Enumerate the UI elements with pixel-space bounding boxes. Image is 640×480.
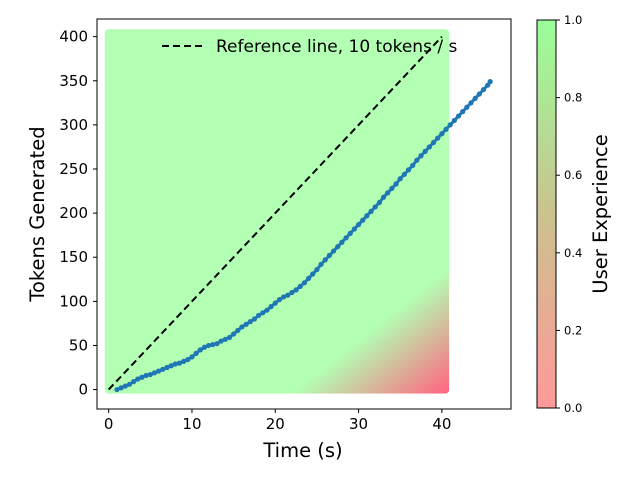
y-tick-label: 400 (59, 28, 88, 46)
y-tick-label: 50 (69, 336, 88, 354)
colorbar-tick-label: 0.6 (564, 168, 582, 182)
y-tick-label: 250 (59, 160, 88, 178)
colorbar-tick-label: 1.0 (564, 13, 582, 27)
x-tick-label: 30 (349, 415, 368, 433)
y-tick-label: 100 (59, 292, 88, 310)
legend: Reference line, 10 tokens / s (162, 37, 457, 57)
y-tick-label: 150 (59, 248, 88, 266)
y-tick-label: 200 (59, 204, 88, 222)
series-group (114, 79, 493, 393)
colorbar-title: User Experience (589, 134, 612, 293)
colorbar-ticks: 0.0 0.2 0.4 0.6 0.8 1.0 (556, 13, 582, 415)
x-tick-label: 10 (182, 415, 201, 433)
background-field-shade (104, 29, 450, 394)
colorbar-tick-label: 0.8 (564, 91, 582, 105)
x-axis-ticks: 0 10 20 30 40 (104, 409, 451, 433)
y-tick-label: 350 (59, 72, 88, 90)
reference-group (107, 35, 443, 391)
reference-line (107, 35, 443, 391)
y-axis-ticks: 0 50 100 150 200 250 300 350 400 (59, 28, 97, 399)
colorbar-gradient (536, 19, 557, 409)
x-tick-label: 20 (266, 415, 285, 433)
colorbar: 0.0 0.2 0.4 0.6 0.8 1.0 User Experience (536, 13, 612, 415)
colorbar-tick-label: 0.0 (564, 401, 582, 415)
x-axis-title: Time (s) (262, 439, 342, 462)
colorbar-tick-label: 0.2 (564, 323, 582, 337)
y-tick-label: 300 (59, 116, 88, 134)
plot-area: 0 10 20 30 40 0 50 100 150 200 250 300 350 400 (59, 18, 512, 433)
colorbar-tick-label: 0.4 (564, 246, 582, 260)
x-tick-label: 0 (104, 415, 114, 433)
plot-frame (96, 18, 512, 410)
legend-label-reference: Reference line, 10 tokens / s (216, 37, 457, 57)
x-tick-label: 40 (432, 415, 451, 433)
y-axis-title: Tokens Generated (26, 126, 49, 302)
series-segment (486, 80, 492, 87)
y-tick-label: 0 (78, 381, 88, 399)
